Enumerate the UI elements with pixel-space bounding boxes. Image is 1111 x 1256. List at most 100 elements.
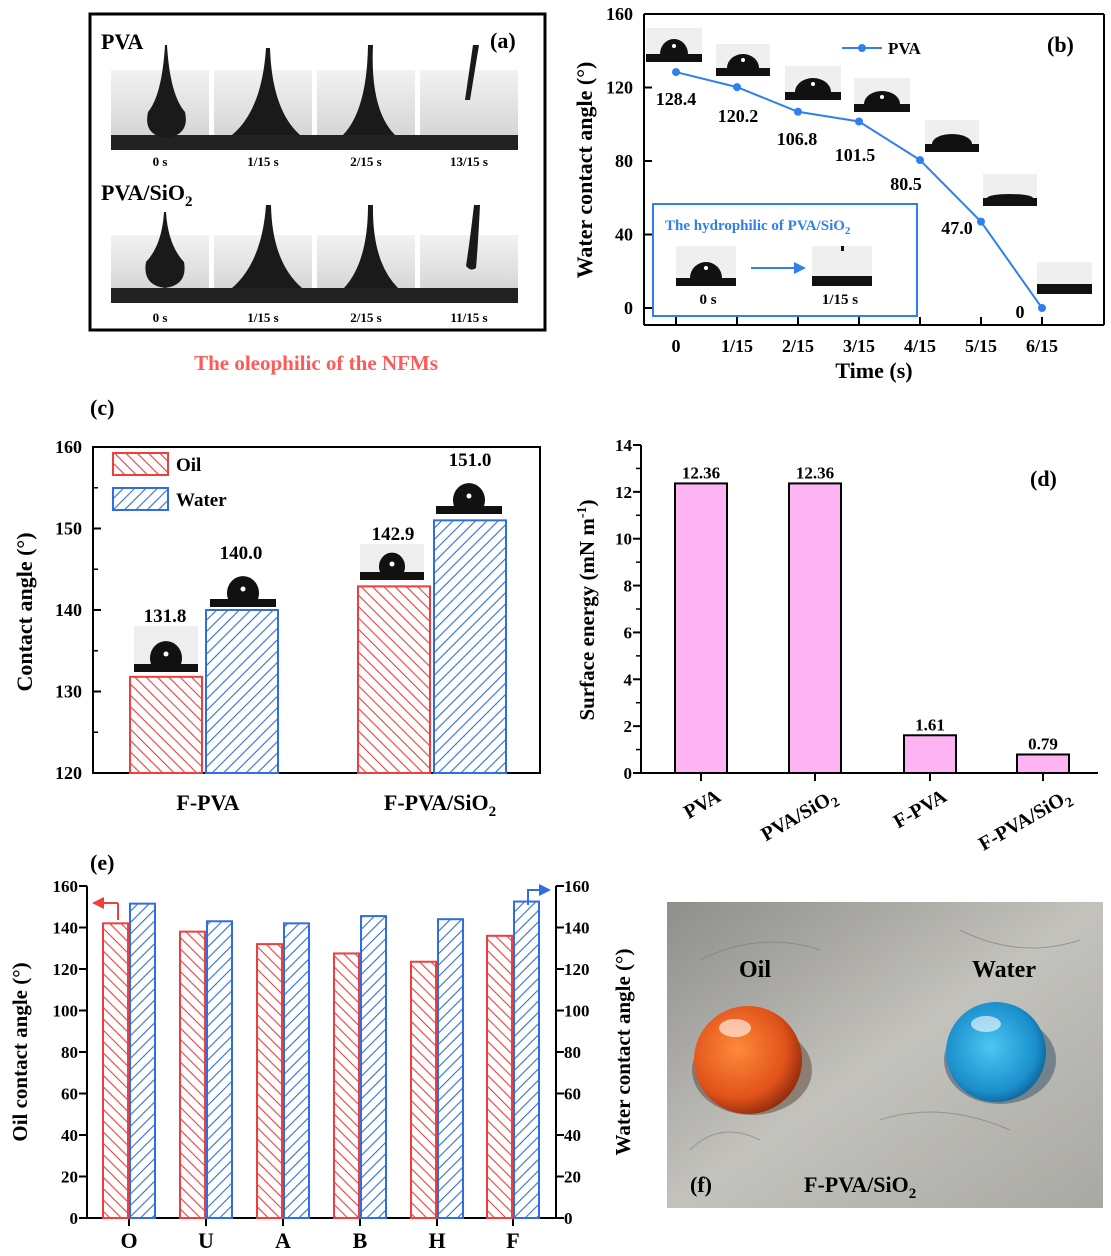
e-bar-water — [360, 915, 387, 1220]
b-inset-title: The hydrophilic of PVA/SiO2 — [665, 218, 851, 237]
droplet-thumb — [1037, 262, 1092, 294]
row2-time-labels: 0 s 1/15 s 2/15 s 11/15 s — [153, 310, 488, 325]
panel-e: (e) 0 20 40 60 80 100 120 140 160 0 20 4… — [8, 850, 635, 1253]
e-x-tick-label: H — [428, 1228, 445, 1253]
b-data-label: 128.4 — [656, 89, 697, 109]
droplet-thumb — [646, 28, 702, 62]
e-y-tick-label: 100 — [53, 1002, 79, 1021]
d-bar — [674, 482, 728, 774]
panel-d-label: (d) — [1030, 466, 1057, 491]
e-bar-oil — [256, 943, 283, 1219]
b-x-tick-label: 2/15 — [782, 336, 814, 356]
f-material-label: F-PVA/SiO2 — [804, 1172, 916, 1202]
e-bar-water — [283, 922, 310, 1219]
b-y-tick-labels: 0 40 80 120 160 — [606, 4, 633, 318]
d-x-tick-labels: PVA PVA/SiO2 F-PVA F-PVA/SiO2 — [680, 785, 1076, 855]
d-y-tick-labels: 0 2 4 6 8 10 12 14 — [615, 436, 633, 783]
panel-a: PVA PVA/SiO2 (a) 0 s 1/15 s 2/15 s 13/15… — [88, 12, 547, 375]
e-bar-oil — [179, 930, 206, 1220]
e-x-tick-label: F — [506, 1228, 519, 1253]
e-bar-water — [437, 918, 464, 1219]
d-ticks — [633, 444, 1044, 781]
f-oil-label: Oil — [739, 957, 771, 983]
c-bar-water — [433, 519, 507, 774]
panel-f-label: (f) — [690, 1172, 712, 1197]
c-y-tick-label: 130 — [55, 682, 82, 702]
e-y-axis-title-left: Oil contact angle (°) — [8, 962, 32, 1141]
e-y-tick-label: 80 — [564, 1043, 581, 1062]
e-bar-oil — [333, 952, 360, 1219]
panel-a-label: (a) — [490, 28, 516, 53]
e-bar-water — [513, 900, 540, 1219]
oil-drop2-0s — [145, 212, 185, 288]
b-y-tick-label: 40 — [615, 225, 633, 245]
e-y-tick-labels-left: 0 20 40 60 80 100 120 140 160 — [53, 877, 79, 1228]
time-label: 13/15 s — [450, 154, 488, 169]
panel-e-label: (e) — [90, 850, 114, 875]
d-x-tick-label: PVA/SiO2 — [757, 785, 842, 849]
droplet-thumb — [210, 563, 276, 607]
inset-arrow-head — [794, 262, 806, 274]
droplet-thumb — [134, 626, 198, 672]
e-x-tick-label: O — [120, 1228, 137, 1253]
d-value-label: 0.79 — [1028, 734, 1058, 753]
oil-drop2-1-15s — [232, 205, 302, 288]
e-y-tick-label: 140 — [53, 919, 79, 938]
oil-drop-1-15s — [232, 48, 300, 135]
e-bars — [102, 900, 540, 1220]
d-y-tick-label: 12 — [615, 483, 632, 502]
c-legend-oil-label: Oil — [176, 455, 201, 476]
time-label: 2/15 s — [350, 310, 381, 325]
f-water-droplet — [946, 1002, 1046, 1102]
e-y-tick-label: 160 — [564, 877, 590, 896]
row1-title: PVA — [101, 29, 143, 54]
oil-drop2-2-15s — [344, 205, 398, 288]
b-droplet-images — [646, 28, 1092, 294]
c-legend-water-label: Water — [176, 490, 227, 511]
c-y-tick-label: 140 — [55, 600, 82, 620]
b-data-point — [794, 107, 802, 116]
b-legend-label: PVA — [888, 39, 921, 58]
c-bar-water — [205, 609, 279, 774]
d-y-tick-label: 10 — [615, 530, 632, 549]
c-x-tick-label: F-PVA/SiO2 — [384, 790, 496, 820]
d-y-tick-label: 14 — [615, 436, 633, 455]
e-y-tick-label: 60 — [61, 1085, 78, 1104]
d-value-label: 1.61 — [915, 715, 945, 734]
inset-drop-1-15s — [812, 246, 872, 286]
b-series-pva: 128.4 120.2 106.8 101.5 80.5 47.0 0 — [656, 68, 1046, 322]
e-ticks — [79, 885, 564, 1226]
e-right-axis-arrow — [527, 889, 542, 905]
c-y-tick-label: 150 — [55, 519, 82, 539]
d-x-tick-label: PVA — [680, 785, 725, 824]
b-axis — [643, 13, 1105, 326]
c-data-label: 142.9 — [372, 524, 415, 545]
droplet-thumb — [436, 470, 502, 514]
e-bar-oil — [102, 922, 129, 1219]
b-data-label: 80.5 — [890, 174, 922, 194]
c-y-tick-label: 160 — [55, 437, 82, 457]
e-right-axis-arrowhead — [539, 884, 551, 896]
b-points — [672, 68, 1046, 312]
d-y-tick-label: 4 — [624, 670, 633, 689]
oil-drop2-11-15s — [466, 205, 480, 270]
c-bars — [93, 446, 507, 775]
b-data-label: 0 — [1016, 302, 1025, 322]
e-y-tick-label: 20 — [564, 1168, 581, 1187]
oil-drop-0s — [147, 45, 186, 138]
d-y-tick-label: 8 — [624, 577, 633, 596]
b-x-axis-title: Time (s) — [835, 358, 912, 383]
e-y-tick-label: 40 — [564, 1126, 581, 1145]
d-bar — [903, 734, 957, 775]
b-x-tick-label: 1/15 — [721, 336, 753, 356]
time-label: 11/15 s — [450, 310, 487, 325]
b-y-tick-label: 0 — [624, 298, 633, 318]
e-y-tick-label: 140 — [564, 919, 590, 938]
b-legend: PVA — [842, 39, 921, 58]
time-label: 1/15 s — [247, 310, 278, 325]
c-legend: Oil Water — [112, 452, 227, 511]
substrate-row1 — [111, 135, 518, 150]
b-x-tick-labels: 0 1/15 2/15 3/15 4/15 5/15 6/15 — [672, 336, 1059, 356]
b-y-tick-label: 160 — [606, 4, 633, 24]
b-data-point — [977, 217, 985, 226]
